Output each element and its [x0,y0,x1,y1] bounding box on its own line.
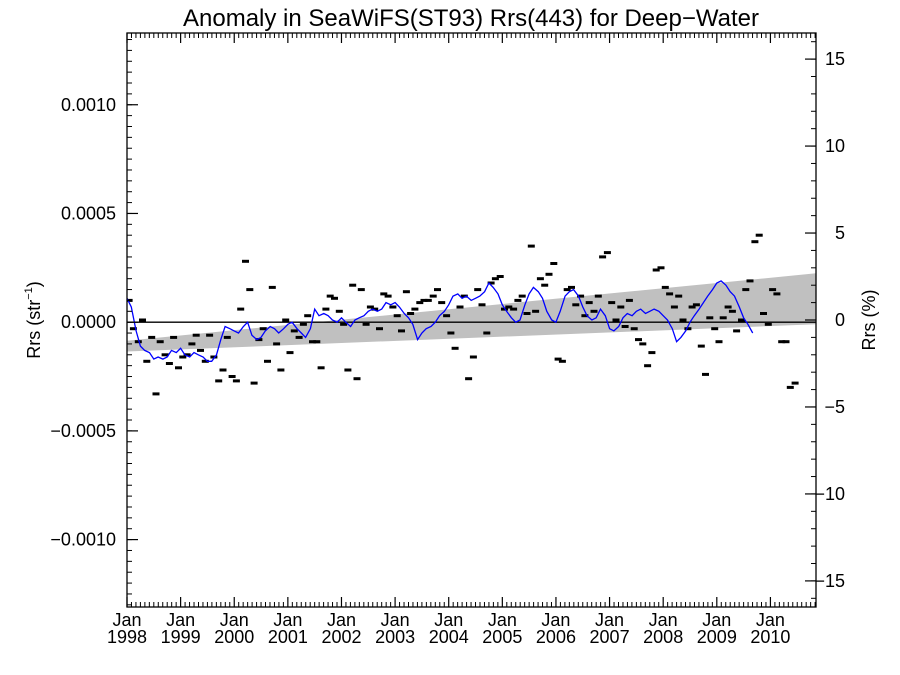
y-tick-label: 0.0005 [61,203,116,223]
x-tick-label-month: Jan [381,610,410,630]
x-tick-label-month: Jan [595,610,624,630]
y2-tick-label: −5 [824,397,845,417]
x-tick-label-year: 2008 [643,627,683,647]
y2-tick-label: 15 [825,49,845,69]
x-tick-label: Jan 2010 [750,610,790,647]
y-tick-label: 0.0000 [61,312,116,332]
y2-tick-label: −15 [814,571,845,591]
x-tick-label: Jan 2007 [590,610,630,647]
x-tick-label-year: 2010 [750,627,790,647]
x-tick-label-month: Jan [327,610,356,630]
x-tick-label-month: Jan [756,610,785,630]
plot-content [127,233,816,396]
x-tick-label-month: Jan [273,610,302,630]
x-tick-label: Jan 2002 [321,610,361,647]
chart-title: Anomaly in SeaWiFS(ST93) Rrs(443) for De… [183,5,759,32]
x-tick-label-month: Jan [166,610,195,630]
y-tick-label: −0.0005 [50,421,116,441]
x-tick-label: Jan 2005 [482,610,522,647]
y2-axis-title: Rrs (%) [859,290,879,351]
y-axis-title-main: Rrs (str [24,300,44,359]
x-tick-label-month: Jan [434,610,463,630]
x-tick-label-month: Jan [541,610,570,630]
x-tick-label-year: 2009 [697,627,737,647]
y2-tick-label: 5 [835,223,845,243]
x-tick-label-year: 2000 [214,627,254,647]
x-tick-label-year: 2001 [268,627,308,647]
x-tick-label-year: 2007 [590,627,630,647]
x-tick-label-year: 2006 [536,627,576,647]
x-tick-label: Jan 2008 [643,610,683,647]
x-tick-label-year: 1998 [107,627,147,647]
y-tick-label: 0.0010 [61,95,116,115]
x-tick-label-year: 1999 [161,627,201,647]
x-tick-label: Jan 2009 [697,610,737,647]
x-tick-label: Jan 1998 [107,610,147,647]
x-tick-label-month: Jan [702,610,731,630]
y-tick-label: −0.0010 [50,530,116,550]
x-tick-label: Jan 2006 [536,610,576,647]
x-tick-label-month: Jan [488,610,517,630]
x-tick-label: Jan 2001 [268,610,308,647]
x-tick-label: Jan 2004 [429,610,469,647]
x-tick-label-year: 2005 [482,627,522,647]
x-tick-label: Jan 2000 [214,610,254,647]
x-tick-label: Jan 2003 [375,610,415,647]
x-tick-label-month: Jan [112,610,141,630]
y-axis-title-close: ) [24,281,44,287]
smooth-line [127,280,754,362]
plot-area [127,233,816,396]
y2-tick-label: −10 [814,484,845,504]
y2-tick-label: 0 [835,310,845,330]
x-tick-label-year: 2002 [321,627,361,647]
x-tick-label-year: 2004 [429,627,469,647]
x-tick-label-year: 2003 [375,627,415,647]
trend-band [127,273,816,352]
y2-tick-label: 10 [825,136,845,156]
y-axis-title: Rrs (str−1) [23,281,44,359]
x-tick-label-month: Jan [220,610,249,630]
x-tick-label-month: Jan [649,610,678,630]
x-tick-label: Jan 1999 [161,610,201,647]
y-axis-title-sup: −1 [23,287,35,300]
